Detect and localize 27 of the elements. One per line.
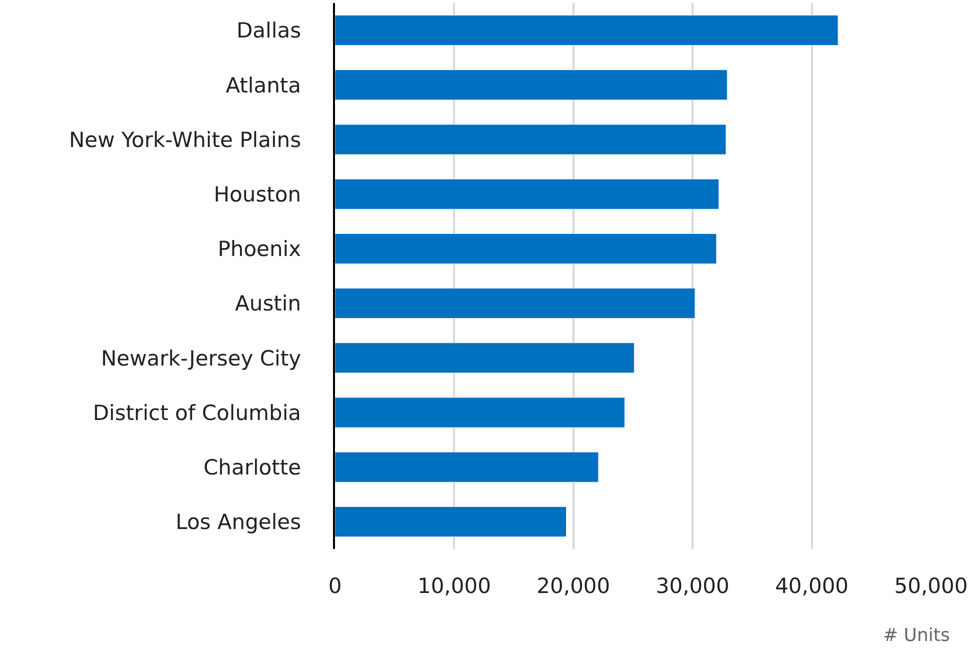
bar xyxy=(335,233,717,264)
x-tick-label: 20,000 xyxy=(536,574,610,598)
bar xyxy=(335,15,838,46)
x-tick-label: 40,000 xyxy=(775,574,849,598)
bar xyxy=(335,178,720,210)
x-tick-label: 0 xyxy=(328,574,342,598)
bar xyxy=(335,506,566,537)
y-tick-label: New York-White Plains xyxy=(68,128,302,152)
bar xyxy=(335,124,726,155)
x-tick-label: 10,000 xyxy=(417,574,491,598)
y-tick-label: Houston xyxy=(214,182,302,206)
y-tick-label: Austin xyxy=(235,292,302,316)
bar xyxy=(335,342,634,374)
x-tick-label: 50,000 xyxy=(894,574,968,598)
y-tick-label: Los Angeles xyxy=(176,510,302,534)
bar xyxy=(335,288,696,319)
x-tick-label: 30,000 xyxy=(656,574,730,598)
y-tick-label: Newark-Jersey City xyxy=(100,346,302,370)
y-tick-label: Phoenix xyxy=(218,237,302,262)
bar xyxy=(335,397,625,428)
x-axis-title: # Units xyxy=(883,625,950,646)
y-tick-label: Dallas xyxy=(236,18,302,43)
y-tick-label: Charlotte xyxy=(204,455,302,480)
bar xyxy=(335,452,599,482)
y-tick-label: District of Columbia xyxy=(92,400,302,425)
bar xyxy=(335,70,728,100)
y-tick-label: Atlanta xyxy=(226,73,302,98)
